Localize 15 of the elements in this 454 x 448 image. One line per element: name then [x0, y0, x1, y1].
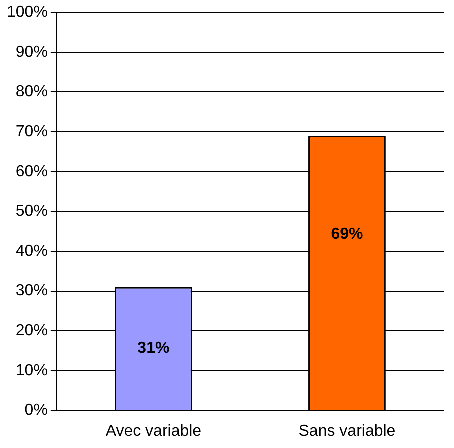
y-tick-label: 90% [16, 44, 48, 61]
data-label: 31% [138, 340, 170, 358]
y-tick-label: 40% [16, 242, 48, 260]
y-tick-label: 70% [16, 123, 48, 140]
y-tick-label: 80% [16, 84, 48, 101]
data-label: 69% [331, 226, 364, 244]
y-tick-label: 60% [16, 163, 48, 180]
y-tick-label: 10% [16, 362, 48, 380]
y-tick-label: 100% [7, 4, 48, 22]
y-tick-label: 20% [16, 322, 48, 340]
x-tick-label: Sans variable [298, 422, 396, 440]
x-tick-label: Avec variable [106, 422, 202, 440]
y-tick-label: 50% [16, 203, 48, 220]
y-tick-label: 0% [24, 402, 48, 420]
y-tick-label: 30% [16, 282, 48, 300]
